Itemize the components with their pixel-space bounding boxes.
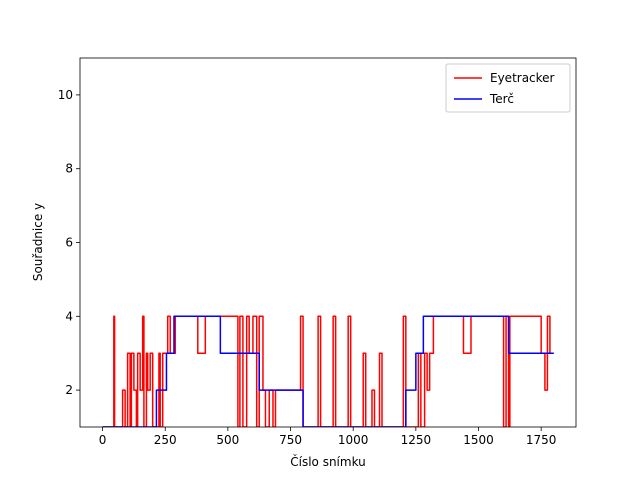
line-series (102, 315, 554, 427)
y-tick-label: 4 (65, 309, 73, 323)
x-tick-label: 1250 (401, 433, 432, 447)
x-tick-label: 750 (279, 433, 302, 447)
axes-frame (79, 57, 577, 428)
legend-label: Eyetracker (490, 71, 555, 85)
y-tick-label: 2 (65, 383, 73, 397)
y-tick-label: 6 (65, 236, 73, 250)
plot-area (102, 315, 554, 427)
line-series (102, 315, 554, 427)
x-tick-label: 1500 (463, 433, 494, 447)
legend-box (445, 63, 571, 113)
legend-label: Terč (489, 92, 514, 106)
y-axis-label: Souřadnice y (31, 203, 45, 281)
x-axis-label: Číslo snímku (290, 454, 366, 469)
x-tick-label: 250 (154, 433, 177, 447)
x-tick-label: 500 (216, 433, 239, 447)
x-tick-label: 0 (99, 433, 107, 447)
y-tick-label: 8 (65, 162, 73, 176)
x-tick-label: 1000 (338, 433, 369, 447)
x-tick-label: 1750 (526, 433, 557, 447)
y-tick-label: 10 (58, 88, 73, 102)
